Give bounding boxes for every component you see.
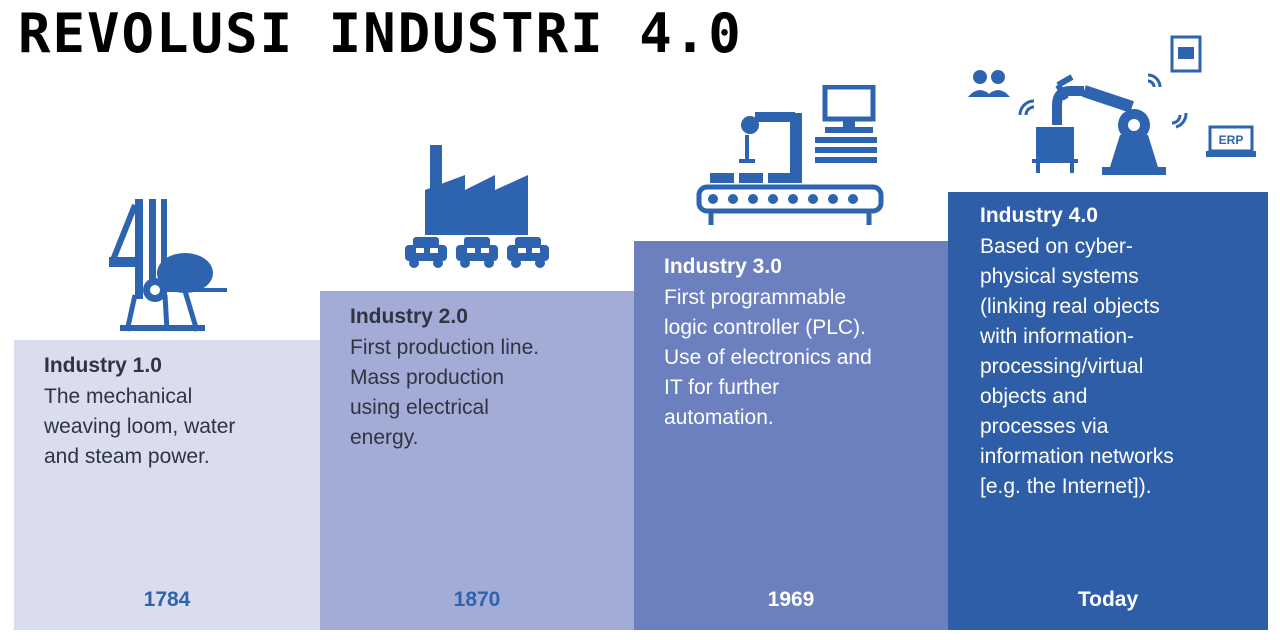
industry-1-heading: Industry 1.0 [44, 354, 162, 377]
industry-3-year: 1969 [767, 588, 815, 611]
industry-2-step: Industry 2.0 First production line. Mass… [320, 291, 634, 630]
loom-icon [109, 199, 227, 332]
industry-1-description: The mechanical weaving loom, water and s… [44, 385, 236, 468]
industry-4-step: Industry 4.0 Based on cyber- physical sy… [948, 192, 1268, 630]
industry-4-heading: Industry 4.0 [980, 204, 1098, 227]
industry-2-description: First production line. Mass production u… [350, 336, 540, 449]
industry-2-heading: Industry 2.0 [350, 305, 468, 328]
robot-arm-icon [696, 85, 884, 225]
cyber-physical-icon: ERP [968, 35, 1256, 175]
industry-3-description: First programmable logic controller (PLC… [664, 286, 872, 429]
erp-label: ERP [1219, 133, 1244, 147]
industry-3-step: Industry 3.0 First programmable logic co… [634, 241, 948, 630]
industry-4-year: Today [1077, 588, 1139, 611]
industry-1-step: Industry 1.0 The mechanical weaving loom… [14, 340, 320, 630]
page-title: REVOLUSI INDUSTRI 4.0 [18, 2, 743, 65]
industry-1-year: 1784 [143, 588, 191, 611]
industry-4-description: Based on cyber- physical systems (linkin… [980, 235, 1174, 498]
factory-icon [405, 145, 549, 268]
industry-3-heading: Industry 3.0 [664, 255, 782, 278]
industry-2-year: 1870 [453, 588, 501, 611]
